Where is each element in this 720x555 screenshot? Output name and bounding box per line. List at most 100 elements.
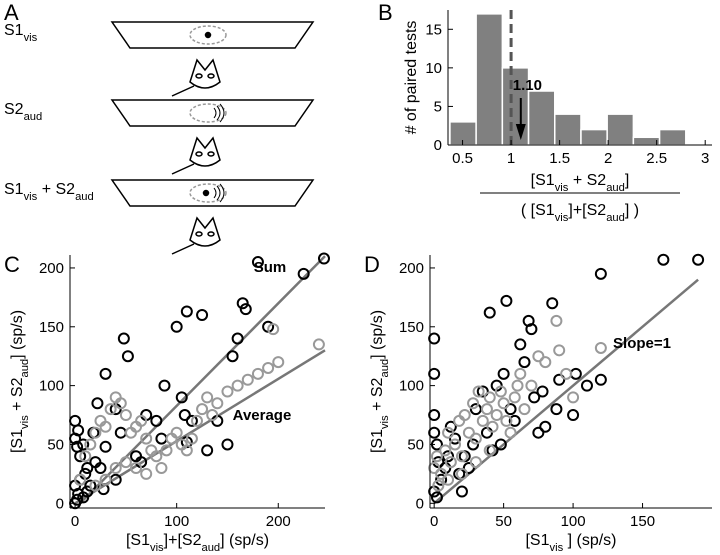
data-point (140, 432, 153, 445)
label-part: vis (555, 182, 569, 194)
label-part: [S1 (369, 429, 386, 453)
data-point (504, 426, 517, 439)
data-point (185, 414, 198, 427)
data-point (469, 456, 482, 469)
label-part: vis (555, 212, 569, 224)
cat (171, 58, 221, 97)
data-point (158, 379, 171, 392)
data-point (657, 253, 670, 266)
x-tick-label: 0 (430, 513, 438, 530)
data-point (532, 426, 545, 439)
data-point (170, 320, 183, 333)
data-point (196, 403, 209, 416)
cat (171, 216, 221, 255)
y-tick-label: 150 (399, 319, 424, 336)
data-point (455, 485, 468, 498)
label-part: S1 (4, 22, 24, 39)
data-point (99, 473, 112, 486)
data-point (160, 444, 173, 457)
label-part: [S1 (126, 532, 150, 549)
x-tick-label: 2.5 (646, 150, 667, 167)
data-point (89, 426, 102, 439)
data-point (190, 414, 203, 427)
data-point (567, 391, 580, 404)
label-part: + S2 (568, 172, 606, 189)
data-point (170, 426, 183, 439)
y-tick-label: 50 (47, 436, 64, 453)
data-point (539, 356, 552, 369)
data-point (74, 450, 87, 463)
data-point (449, 432, 462, 445)
data-point (231, 332, 244, 345)
data-point (241, 373, 254, 386)
y-tick-label: 200 (399, 260, 424, 277)
y-tick-label: 100 (399, 378, 424, 395)
x-tick-label: 50 (495, 513, 512, 530)
panel-label: C (4, 252, 20, 277)
data-point (104, 403, 117, 416)
bar (606, 113, 635, 146)
x-tick-label: 150 (630, 513, 655, 530)
data-point (480, 403, 493, 416)
data-point (550, 314, 563, 327)
label-part: ] (sp/s) (369, 310, 386, 359)
data-point (251, 367, 264, 380)
label-part: ] (625, 172, 629, 189)
data-point (267, 323, 280, 336)
fit-line (79, 255, 326, 505)
x-axis-label-denominator: ( [S1vis]+[S2aud] ) (521, 202, 639, 224)
data-point (99, 420, 112, 433)
label-part: ] (sp/s) (220, 532, 269, 549)
label-part: aud (606, 182, 625, 194)
screen (110, 21, 315, 49)
label-part: vis (150, 542, 164, 554)
x-tick-label: 2 (604, 150, 612, 167)
receptive-field (189, 25, 227, 45)
x-tick-label: 0.5 (452, 150, 473, 167)
data-point (221, 438, 234, 451)
data-point (99, 440, 112, 453)
line-label: Slope=1 (613, 335, 671, 352)
data-point (594, 373, 607, 386)
label-part: aud (379, 359, 391, 378)
data-point (236, 297, 249, 310)
data-point (594, 341, 607, 354)
data-point (550, 403, 563, 416)
data-point (476, 385, 489, 398)
data-point (114, 426, 127, 439)
data-point (81, 485, 94, 498)
data-point (486, 420, 499, 433)
panel-label: B (378, 0, 393, 25)
data-point (428, 409, 441, 422)
label-part: [S1 (9, 429, 26, 453)
data-point (439, 444, 452, 457)
data-point (180, 305, 193, 318)
data-point (455, 467, 468, 480)
data-point (251, 256, 264, 269)
x-tick-label: 100 (561, 513, 586, 530)
data-point (150, 450, 163, 463)
data-point (206, 409, 219, 422)
data-point (692, 253, 705, 266)
data-point (428, 461, 441, 474)
label-part: ] (sp/s) (9, 310, 26, 359)
receptive-field (189, 103, 227, 123)
data-point (539, 420, 552, 433)
data-point (442, 473, 455, 486)
condition-label: S1vis (4, 22, 38, 44)
diagram (110, 21, 315, 255)
data-point (428, 426, 441, 439)
data-point (553, 373, 566, 386)
data-point (525, 323, 538, 336)
x-tick-label: 0 (71, 513, 79, 530)
y-tick-label: 200 (39, 260, 64, 277)
auditory-stimulus (213, 103, 225, 123)
bar (632, 136, 661, 146)
visual-stimulus (202, 189, 210, 197)
data-point (528, 391, 541, 404)
label-part: vis (24, 191, 38, 203)
data-point (121, 350, 134, 363)
data-point (508, 391, 521, 404)
bar (580, 128, 608, 146)
label-part: [S1 (525, 532, 549, 549)
